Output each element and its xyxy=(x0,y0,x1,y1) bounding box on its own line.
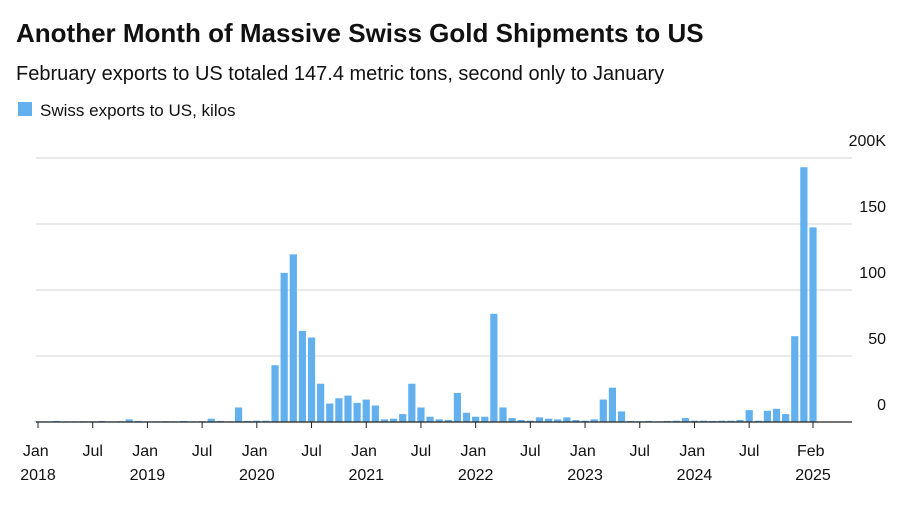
bar xyxy=(772,408,781,422)
x-tick-label: Jan 2022 xyxy=(458,443,494,484)
bar xyxy=(408,383,416,422)
y-tick-label: 150 xyxy=(859,199,886,216)
bar xyxy=(690,420,699,422)
bar xyxy=(453,392,462,422)
bar xyxy=(782,414,790,422)
x-tick-label: Jul xyxy=(630,443,650,460)
bar xyxy=(353,402,361,422)
y-tick-label: 100 xyxy=(859,265,886,282)
legend-label: Swiss exports to US, kilos xyxy=(40,101,236,120)
bar xyxy=(234,407,243,422)
bar xyxy=(581,420,589,422)
chart-subtitle: February exports to US totaled 147.4 met… xyxy=(16,63,664,85)
bar xyxy=(754,420,762,422)
bar xyxy=(617,411,626,422)
bar xyxy=(298,330,307,422)
bar xyxy=(763,410,772,422)
x-tick-label: Jan 2019 xyxy=(130,443,166,484)
x-tick-label: Jul xyxy=(192,443,212,460)
bar xyxy=(435,419,443,422)
x-tick-label: Jan 2023 xyxy=(567,443,603,484)
bar xyxy=(262,420,270,422)
bar xyxy=(599,399,607,422)
chart-title: Another Month of Massive Swiss Gold Ship… xyxy=(16,18,704,48)
x-tick-label: Jul xyxy=(520,443,540,460)
x-tick-label: Jan 2024 xyxy=(677,443,713,484)
bar xyxy=(699,420,708,422)
bar xyxy=(289,254,297,422)
bar xyxy=(462,412,471,422)
bar xyxy=(417,407,425,422)
bar xyxy=(672,420,680,422)
bar xyxy=(736,420,744,422)
bar xyxy=(125,419,133,422)
bar xyxy=(481,416,489,422)
bar xyxy=(362,399,370,422)
bar xyxy=(344,395,352,422)
bar xyxy=(718,420,726,422)
bar xyxy=(800,167,808,422)
bar xyxy=(399,414,407,422)
bar xyxy=(472,416,480,422)
y-tick-label: 50 xyxy=(868,331,886,348)
bar xyxy=(444,420,452,422)
bar xyxy=(335,398,343,422)
x-tick-label: Jul xyxy=(411,443,431,460)
bar xyxy=(809,227,817,422)
bar xyxy=(380,419,389,422)
y-tick-label: 0 xyxy=(877,397,886,414)
x-tick-label: Jul xyxy=(739,443,759,460)
bar xyxy=(326,403,334,422)
bar xyxy=(590,419,598,422)
bar xyxy=(499,407,507,422)
bar xyxy=(371,405,379,422)
bar xyxy=(791,336,799,422)
bar xyxy=(517,420,525,422)
bar xyxy=(608,387,617,422)
bar xyxy=(535,417,544,422)
bar xyxy=(280,272,288,422)
bar xyxy=(207,418,215,422)
x-tick-label: Feb 2025 xyxy=(795,443,831,484)
bar xyxy=(253,420,261,422)
bar xyxy=(508,418,516,422)
x-tick-label: Jan 2020 xyxy=(239,443,275,484)
bar xyxy=(426,416,434,422)
x-tick-label: Jul xyxy=(301,443,321,460)
y-tick-label: 200K xyxy=(849,133,887,150)
bar xyxy=(554,419,562,422)
bar xyxy=(307,337,316,422)
bar xyxy=(544,418,553,422)
x-tick-label: Jan 2018 xyxy=(20,443,56,484)
bar xyxy=(317,383,325,422)
x-tick-label: Jul xyxy=(82,443,102,460)
bar xyxy=(745,410,753,422)
bar xyxy=(727,420,735,422)
x-tick-label: Jan 2021 xyxy=(348,443,384,484)
bar xyxy=(490,313,498,422)
bar xyxy=(563,417,571,422)
bar xyxy=(526,420,534,422)
bar xyxy=(271,365,279,422)
legend-swatch xyxy=(18,102,32,116)
bar xyxy=(681,418,689,422)
bar xyxy=(572,420,580,422)
bar xyxy=(389,418,398,422)
